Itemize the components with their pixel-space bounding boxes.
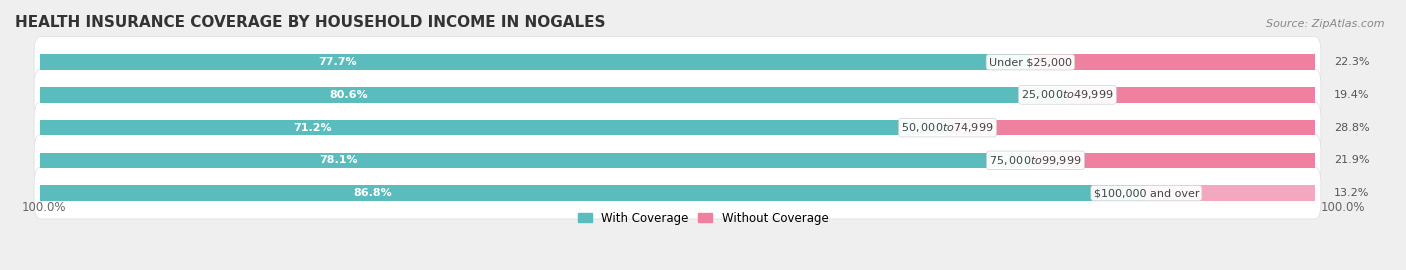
Text: $100,000 and over: $100,000 and over xyxy=(1094,188,1199,198)
Text: $25,000 to $49,999: $25,000 to $49,999 xyxy=(1021,88,1114,102)
Bar xyxy=(1031,54,1315,70)
Bar xyxy=(1067,87,1315,103)
Text: Source: ZipAtlas.com: Source: ZipAtlas.com xyxy=(1267,19,1385,29)
Text: $50,000 to $74,999: $50,000 to $74,999 xyxy=(901,121,994,134)
Legend: With Coverage, Without Coverage: With Coverage, Without Coverage xyxy=(572,207,834,229)
Bar xyxy=(41,185,1146,201)
Text: HEALTH INSURANCE COVERAGE BY HOUSEHOLD INCOME IN NOGALES: HEALTH INSURANCE COVERAGE BY HOUSEHOLD I… xyxy=(15,15,606,30)
Text: 13.2%: 13.2% xyxy=(1334,188,1369,198)
Text: 78.1%: 78.1% xyxy=(319,155,359,165)
Text: 28.8%: 28.8% xyxy=(1334,123,1369,133)
Text: 100.0%: 100.0% xyxy=(1322,201,1365,214)
Bar xyxy=(41,87,1067,103)
Text: 71.2%: 71.2% xyxy=(294,123,332,133)
FancyBboxPatch shape xyxy=(34,69,1320,121)
FancyBboxPatch shape xyxy=(34,36,1320,88)
Text: $75,000 to $99,999: $75,000 to $99,999 xyxy=(990,154,1081,167)
Text: 22.3%: 22.3% xyxy=(1334,57,1369,67)
Text: 86.8%: 86.8% xyxy=(353,188,392,198)
Text: 21.9%: 21.9% xyxy=(1334,155,1369,165)
Bar xyxy=(41,54,1031,70)
Text: 80.6%: 80.6% xyxy=(329,90,368,100)
Text: 19.4%: 19.4% xyxy=(1334,90,1369,100)
FancyBboxPatch shape xyxy=(34,102,1320,153)
Bar xyxy=(41,153,1036,168)
Text: 77.7%: 77.7% xyxy=(318,57,357,67)
Text: 100.0%: 100.0% xyxy=(21,201,66,214)
Text: Under $25,000: Under $25,000 xyxy=(988,57,1071,67)
FancyBboxPatch shape xyxy=(34,134,1320,186)
Bar xyxy=(1146,185,1315,201)
FancyBboxPatch shape xyxy=(34,167,1320,219)
Bar xyxy=(1036,153,1315,168)
Bar xyxy=(948,120,1315,135)
Bar xyxy=(41,120,948,135)
